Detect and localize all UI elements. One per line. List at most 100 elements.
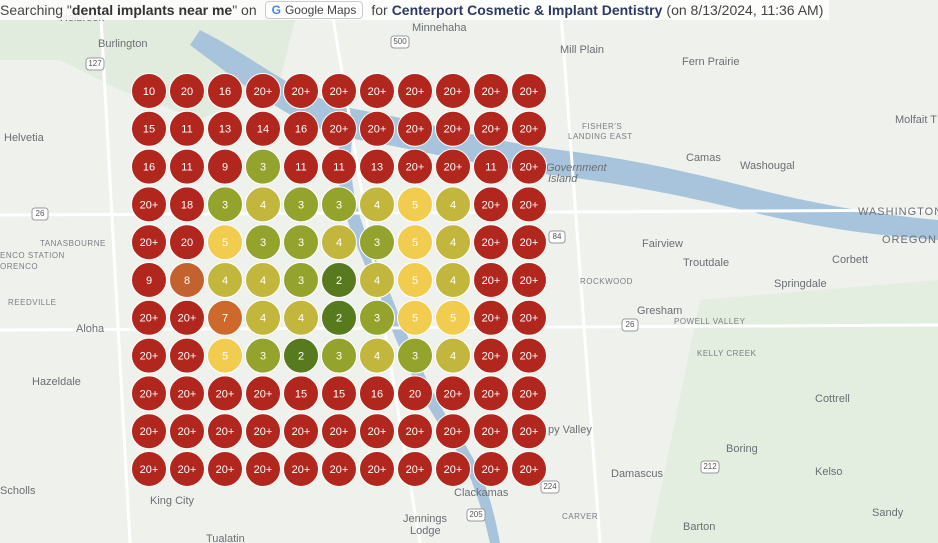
rank-label: 20+	[254, 464, 273, 476]
rank-marker	[473, 262, 509, 298]
rank-marker	[283, 337, 319, 374]
place: ORENCO	[0, 262, 38, 271]
rank-label: 20+	[520, 199, 539, 211]
rank-label: 3	[260, 237, 266, 249]
rank-label: 15	[295, 388, 307, 400]
rank-label: 20+	[178, 464, 197, 476]
place: King City	[150, 495, 195, 507]
rank-marker	[131, 451, 167, 487]
rank-marker	[321, 375, 357, 412]
rank-marker	[359, 224, 395, 261]
rank-marker	[397, 186, 433, 223]
rank-grid: 10 20 16 20+ 20+ 20+ 20+ 20+ 20+ 20+ 20+ 15 11 13 14 16…	[131, 73, 547, 487]
rank-marker	[511, 224, 547, 261]
park	[650, 280, 938, 543]
rank-marker	[245, 451, 281, 487]
place: Washougal	[740, 160, 795, 172]
rank-label: 20+	[216, 426, 235, 438]
rank-marker	[321, 224, 357, 261]
rank-label: 20+	[140, 388, 159, 400]
rank-marker	[359, 73, 395, 109]
rank-marker	[397, 451, 433, 487]
rank-marker	[283, 375, 319, 412]
place: Scholls	[0, 485, 36, 497]
rank-label: 16	[295, 124, 307, 136]
rank-marker	[283, 186, 319, 223]
rank-label: 20+	[406, 162, 425, 174]
place: Barton	[683, 521, 715, 533]
rank-label: 20+	[482, 199, 501, 211]
rank-label: 20+	[482, 124, 501, 136]
google-maps-button[interactable]: G Google Maps	[264, 1, 364, 19]
rank-label: 11	[181, 124, 192, 136]
rank-marker	[435, 110, 471, 147]
rank-marker	[245, 110, 281, 147]
rank-marker	[435, 262, 471, 298]
rank-marker	[321, 262, 357, 298]
place: Corbett	[832, 254, 868, 266]
rank-label: 3	[412, 351, 418, 363]
rank-marker	[245, 413, 281, 450]
rank-marker	[321, 451, 357, 487]
rank-label: 20+	[520, 86, 539, 98]
rank-marker	[169, 73, 205, 109]
rank-marker	[131, 73, 167, 109]
rank-marker	[473, 186, 509, 223]
rank-marker	[245, 337, 281, 374]
rank-marker	[397, 337, 433, 374]
rank-label: 2	[298, 351, 304, 363]
rank-label: 20	[409, 388, 421, 400]
rank-label: 3	[298, 199, 304, 211]
rank-marker	[359, 148, 395, 185]
rank-label: 20+	[140, 199, 159, 211]
rank-marker	[283, 451, 319, 487]
rank-marker	[207, 413, 243, 450]
rank-label: 15	[333, 388, 345, 400]
rank-label: 20+	[368, 86, 387, 98]
rank-label: 3	[374, 237, 380, 249]
rank-marker	[283, 148, 319, 185]
rank-marker	[511, 148, 547, 185]
rank-label: 2	[336, 275, 342, 287]
rank-marker	[321, 110, 357, 147]
rank-label: 20+	[520, 388, 539, 400]
rank-label: 3	[336, 199, 342, 211]
rank-marker	[169, 375, 205, 412]
rank-marker	[283, 110, 319, 147]
rank-marker	[511, 413, 547, 450]
header-text: Searching "	[0, 2, 72, 18]
rank-marker	[283, 262, 319, 298]
rank-label: 20+	[520, 124, 539, 136]
rank-marker	[435, 375, 471, 412]
rank-marker	[169, 224, 205, 261]
rank-marker	[473, 73, 509, 109]
rank-label: 11	[295, 162, 306, 174]
rank-label: 20+	[178, 351, 197, 363]
rank-marker	[397, 299, 433, 336]
rank-label: 20+	[216, 388, 235, 400]
rank-marker	[359, 413, 395, 450]
rank-marker	[169, 262, 205, 298]
rank-label: 20+	[482, 388, 501, 400]
rank-label: 20+	[482, 464, 501, 476]
rank-marker	[473, 413, 509, 450]
rank-label: 20+	[482, 237, 501, 249]
rank-marker	[435, 73, 471, 109]
rank-label: 3	[374, 313, 380, 325]
rank-label: 11	[333, 162, 344, 174]
g-icon: G	[271, 3, 281, 17]
rank-label: 20+	[520, 313, 539, 325]
rank-marker	[511, 299, 547, 336]
rank-marker	[321, 73, 357, 109]
rank-marker	[435, 299, 471, 336]
shield: 84	[553, 232, 562, 241]
place: Clackamas	[454, 487, 509, 499]
rank-marker	[359, 451, 395, 487]
rank-label: 20+	[406, 426, 425, 438]
rank-marker	[397, 375, 433, 412]
rank-marker	[435, 413, 471, 450]
rank-marker	[283, 299, 319, 336]
rank-marker	[397, 148, 433, 185]
rank-marker	[245, 262, 281, 298]
rank-label: 5	[412, 199, 418, 211]
